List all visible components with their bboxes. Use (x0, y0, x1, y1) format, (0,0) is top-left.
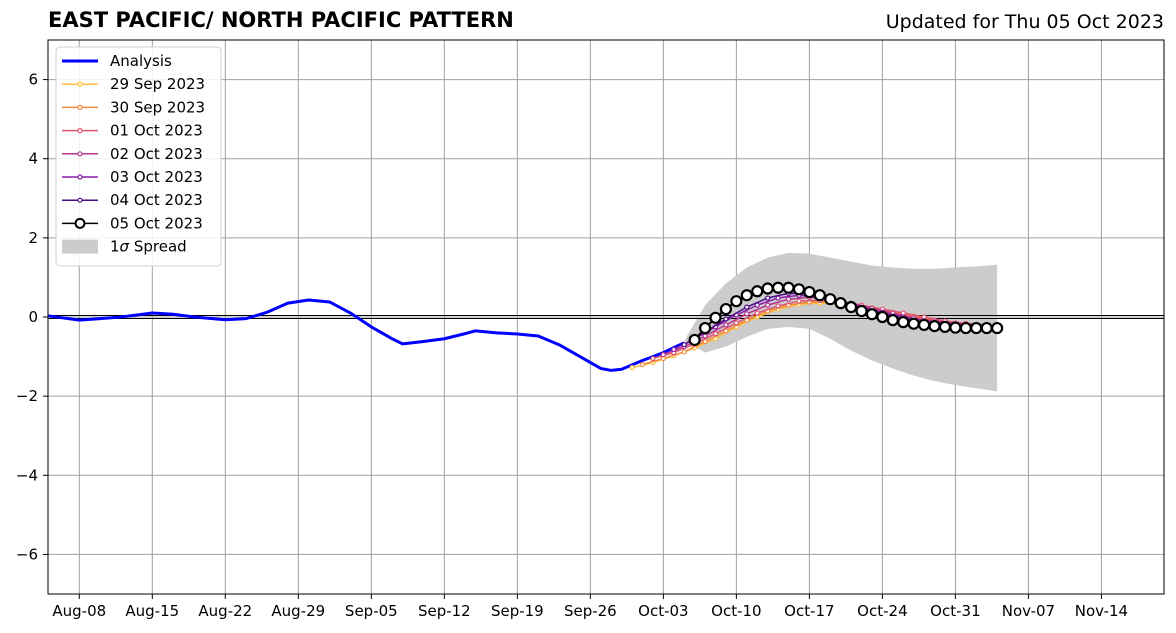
legend-label: 29 Sep 2023 (110, 75, 205, 93)
data-point (991, 321, 1004, 335)
data-point (639, 361, 646, 368)
legend-box (55, 46, 222, 267)
y-tick-label: 2 (28, 229, 38, 247)
data-point (765, 295, 771, 301)
data-point (744, 304, 750, 310)
legend-marker (77, 197, 83, 203)
legend-label: 01 Oct 2023 (110, 122, 203, 140)
y-tick-label: −2 (16, 387, 38, 405)
x-tick-label: Oct-17 (784, 602, 834, 620)
x-tick-label: Nov-14 (1075, 602, 1128, 620)
data-point (813, 289, 826, 302)
data-point (938, 320, 952, 333)
data-point (980, 321, 993, 335)
data-point (719, 302, 733, 316)
updated-date: Updated for Thu 05 Oct 2023 (885, 11, 1164, 33)
legend-label: 03 Oct 2023 (110, 168, 203, 186)
chart-title: EAST PACIFIC/ NORTH PACIFIC PATTERN (48, 8, 514, 32)
x-tick-label: Sep-26 (564, 602, 617, 620)
x-tick-label: Aug-15 (125, 602, 179, 620)
data-point (681, 342, 687, 348)
data-point (803, 285, 816, 299)
y-tick-label: 0 (28, 308, 38, 326)
data-point (949, 321, 962, 334)
data-point (765, 302, 771, 308)
y-tick-label: −4 (16, 466, 38, 484)
data-point (712, 331, 719, 337)
data-point (733, 320, 739, 326)
data-point (709, 311, 722, 324)
x-tick-label: Aug-29 (271, 602, 325, 620)
x-tick-label: Oct-24 (857, 602, 907, 620)
legend-label: 04 Oct 2023 (110, 191, 203, 209)
plot-frame (47, 39, 1165, 595)
series-layer (47, 281, 1004, 372)
data-point (744, 311, 750, 317)
y-tick-label: −6 (16, 545, 38, 563)
data-point (876, 310, 889, 324)
series-line (47, 298, 685, 372)
data-point (918, 318, 931, 332)
x-tick-label: Aug-08 (52, 602, 106, 620)
grid (48, 40, 1164, 594)
data-point (970, 321, 983, 335)
data-point (824, 293, 837, 306)
data-point (681, 349, 687, 355)
data-point (792, 283, 806, 296)
data-point (771, 281, 785, 294)
y-tick-label: 4 (28, 150, 38, 168)
legend[interactable]: Analysis 29 Sep 2023 30 Sep 2023 01 Oct 202… (55, 46, 222, 267)
data-point (761, 282, 774, 295)
data-point (907, 317, 920, 330)
x-tick-label: Oct-03 (638, 602, 688, 620)
legend-marker (77, 151, 83, 157)
legend-label: 1σ Spread (110, 238, 187, 256)
data-point (740, 289, 753, 302)
data-point (698, 321, 712, 335)
data-point (754, 310, 760, 316)
x-tick-label: Sep-19 (491, 602, 544, 620)
data-point (688, 333, 701, 347)
axes: Aug-08 Aug-15 Aug-22 Aug-29 Sep-05 Sep-12 Sep-… (16, 39, 1165, 620)
data-point (785, 296, 792, 302)
legend-marker (77, 104, 83, 111)
data-point (723, 322, 729, 328)
data-point (775, 303, 781, 309)
data-point (629, 365, 635, 371)
legend-label: 30 Sep 2023 (110, 98, 205, 116)
data-point (730, 295, 743, 308)
data-point (845, 301, 858, 314)
legend-label: 02 Oct 2023 (110, 145, 203, 163)
data-point (886, 314, 899, 327)
legend-marker (74, 217, 86, 229)
legend-label: 05 Oct 2023 (110, 214, 203, 232)
data-point (928, 320, 941, 333)
legend-swatch (62, 239, 98, 254)
data-point (650, 355, 656, 362)
x-tick-label: Oct-31 (930, 602, 980, 620)
data-point (855, 304, 868, 318)
data-point (660, 351, 666, 358)
x-tick-label: Oct-10 (711, 602, 761, 620)
data-point (751, 285, 764, 298)
data-point (671, 346, 677, 353)
data-point (723, 316, 729, 322)
y-tick-label: 6 (28, 71, 38, 89)
legend-label: Analysis (110, 52, 172, 70)
x-tick-label: Sep-05 (345, 602, 398, 620)
data-point (959, 321, 972, 335)
data-point (834, 297, 847, 310)
data-point (865, 308, 879, 321)
x-tick-label: Sep-12 (418, 602, 471, 620)
x-tick-label: Aug-22 (198, 602, 252, 620)
data-point (796, 298, 802, 304)
legend-marker (77, 174, 83, 180)
legend-marker (77, 81, 83, 87)
data-point (897, 316, 910, 329)
legend-marker (77, 128, 83, 134)
x-tick-label: Nov-07 (1002, 602, 1055, 620)
data-point (782, 281, 795, 294)
